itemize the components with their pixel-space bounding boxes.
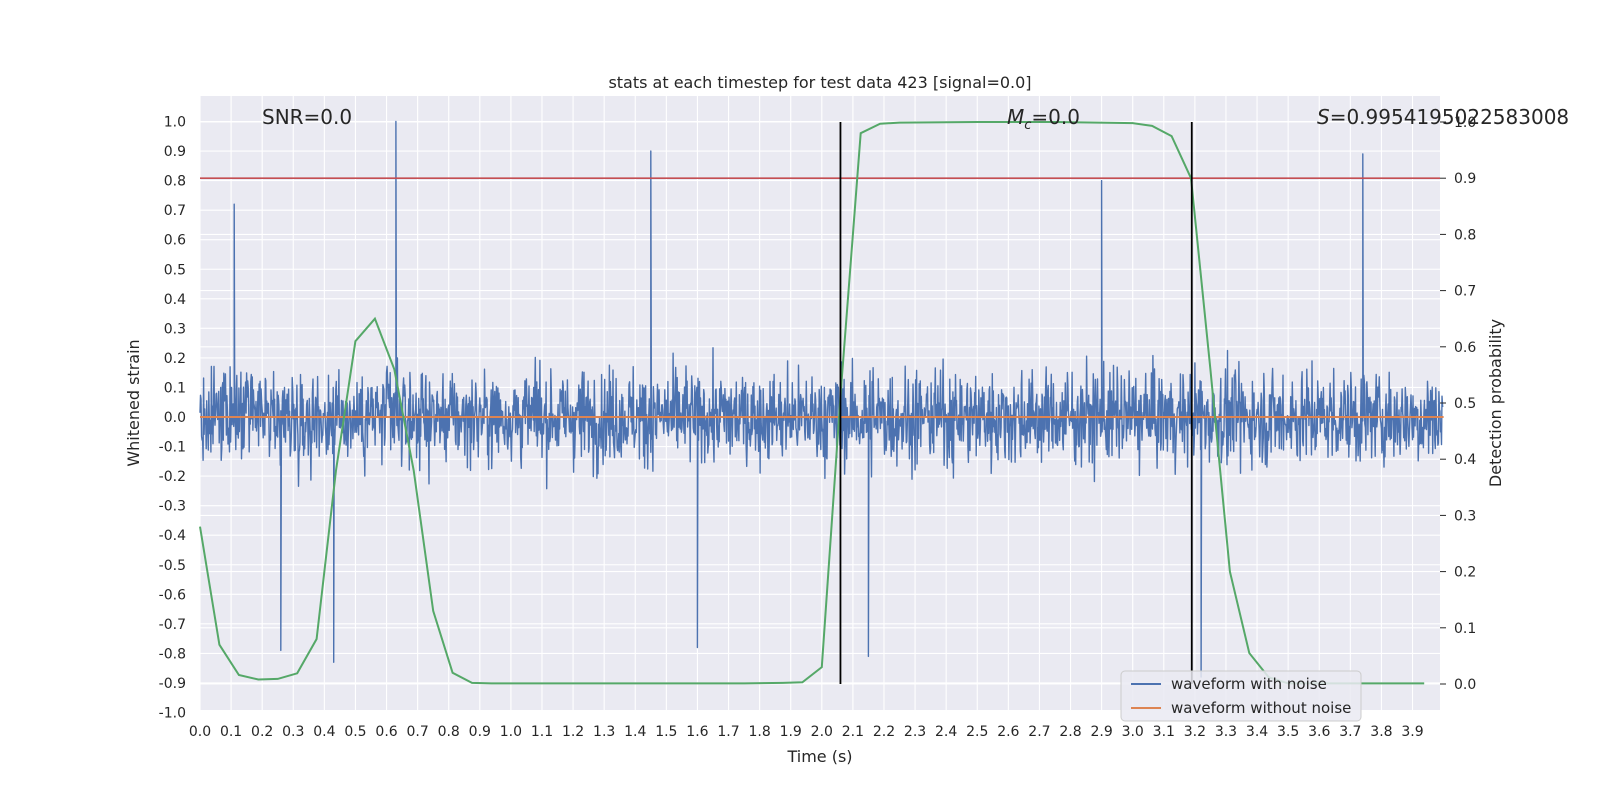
x-tick-label: 0.9 <box>469 724 491 740</box>
y2-tick-label: 0.7 <box>1454 284 1476 300</box>
y-tick-label: 0.5 <box>164 262 186 278</box>
x-tick-label: 0.8 <box>438 724 460 740</box>
y-axis-label: Whitened strain <box>124 339 143 466</box>
x-tick-label: 0.1 <box>220 724 242 740</box>
s-annotation: S=0.9954195022583008 <box>1317 105 1569 129</box>
x-tick-label: 3.1 <box>1153 724 1175 740</box>
x-tick-labels: 0.0 0.1 0.2 0.3 0.4 0.5 0.6 0.7 0.8 0.9 1.0 1.1 1.2 1… <box>189 724 1424 740</box>
x-tick-label: 2.7 <box>1028 724 1050 740</box>
y-tick-label: 1.0 <box>164 115 186 131</box>
y2-tick-label: 0.0 <box>1454 677 1476 693</box>
chirp-mass-annotation: Mc=0.0 <box>1007 105 1080 133</box>
x-tick-label: 1.5 <box>655 724 677 740</box>
x-tick-label: 3.6 <box>1308 724 1330 740</box>
x-tick-label: 1.8 <box>748 724 770 740</box>
x-tick-label: 1.1 <box>531 724 553 740</box>
snr-annotation: SNR=0.0 <box>262 105 352 129</box>
x-tick-label: 2.8 <box>1059 724 1081 740</box>
x-tick-label: 3.7 <box>1339 724 1361 740</box>
y-tick-label: 0.7 <box>164 203 186 219</box>
x-tick-label: 0.4 <box>313 724 335 740</box>
x-tick-label: 2.2 <box>873 724 895 740</box>
x-tick-label: 1.2 <box>562 724 584 740</box>
vertical-markers <box>839 122 1193 684</box>
y-tick-label: 0.6 <box>164 233 186 249</box>
y-tick-label: -0.1 <box>159 440 186 456</box>
y-tick-label: -0.3 <box>159 499 186 515</box>
y2-tick-label: 0.1 <box>1454 621 1476 637</box>
y2-tick-label: 0.2 <box>1454 565 1476 581</box>
x-tick-label: 0.6 <box>375 724 397 740</box>
x-tick-label: 3.5 <box>1277 724 1299 740</box>
chart-title: stats at each timestep for test data 423… <box>608 73 1031 92</box>
y-tick-label: 0.8 <box>164 174 186 190</box>
y-tick-label: 0.2 <box>164 351 186 367</box>
y2-tick-label: 0.5 <box>1454 396 1476 412</box>
y-tick-label: -0.6 <box>159 587 186 603</box>
y2-tick-label: 0.4 <box>1454 452 1476 468</box>
x-tick-label: 2.4 <box>935 724 957 740</box>
y2-tick-label: 0.3 <box>1454 508 1476 524</box>
y2-tick-label: 1.0 <box>1454 115 1476 131</box>
y-tick-label: 0.9 <box>164 144 186 160</box>
y2-tick-labels: 1.0 0.9 0.8 0.7 0.6 0.5 0.4 0.3 0.2 0.1 0.0 <box>1440 115 1476 693</box>
x-tick-label: 3.8 <box>1370 724 1392 740</box>
x-tick-label: 1.9 <box>780 724 802 740</box>
x-tick-label: 1.4 <box>624 724 646 740</box>
y-tick-label: 0.3 <box>164 321 186 337</box>
y-tick-label: -0.7 <box>159 617 186 633</box>
x-tick-label: 3.4 <box>1246 724 1268 740</box>
x-tick-label: 3.3 <box>1215 724 1237 740</box>
legend-label-clean: waveform without noise <box>1171 699 1351 717</box>
x-tick-label: 0.7 <box>406 724 428 740</box>
x-tick-label: 3.9 <box>1401 724 1423 740</box>
series-detection-probability <box>199 121 1425 685</box>
legend-label-noise: waveform with noise <box>1171 675 1327 693</box>
y-tick-label: -0.4 <box>159 528 186 544</box>
x-tick-label: 2.0 <box>811 724 833 740</box>
y-tick-label: -0.5 <box>159 558 186 574</box>
y-tick-label: -1.0 <box>159 706 186 722</box>
x-tick-label: 1.7 <box>717 724 739 740</box>
y-tick-labels: 1.0 0.9 0.8 0.7 0.6 0.5 0.4 0.3 0.2 0.1 0.0 -0.1 -0.… <box>159 115 186 722</box>
y2-tick-label: 0.6 <box>1454 340 1476 356</box>
probability-line <box>199 121 1425 685</box>
y2-axis-label: Detection probability <box>1486 319 1505 487</box>
x-tick-label: 0.2 <box>251 724 273 740</box>
x-tick-label: 2.3 <box>904 724 926 740</box>
x-tick-label: 2.9 <box>1090 724 1112 740</box>
y-tick-label: -0.2 <box>159 469 186 485</box>
legend: waveform with noise waveform without noi… <box>1120 670 1362 722</box>
legend-box <box>1120 670 1362 722</box>
x-tick-label: 1.6 <box>686 724 708 740</box>
x-tick-label: 1.3 <box>593 724 615 740</box>
x-tick-label: 0.0 <box>189 724 211 740</box>
x-tick-label: 1.0 <box>500 724 522 740</box>
y-tick-label: 0.0 <box>164 410 186 426</box>
x-tick-label: 0.3 <box>282 724 304 740</box>
y-tick-label: -0.8 <box>159 646 186 662</box>
y2-tick-label: 0.9 <box>1454 171 1476 187</box>
x-tick-label: 2.6 <box>997 724 1019 740</box>
x-axis-label: Time (s) <box>786 747 852 766</box>
x-tick-label: 2.5 <box>966 724 988 740</box>
y-tick-label: -0.9 <box>159 676 186 692</box>
x-tick-label: 0.5 <box>344 724 366 740</box>
x-tick-label: 2.1 <box>842 724 864 740</box>
y-tick-label: 0.1 <box>164 380 186 396</box>
y2-tick-label: 0.8 <box>1454 227 1476 243</box>
x-tick-label: 3.2 <box>1184 724 1206 740</box>
x-tick-label: 3.0 <box>1122 724 1144 740</box>
y-tick-label: 0.4 <box>164 292 186 308</box>
